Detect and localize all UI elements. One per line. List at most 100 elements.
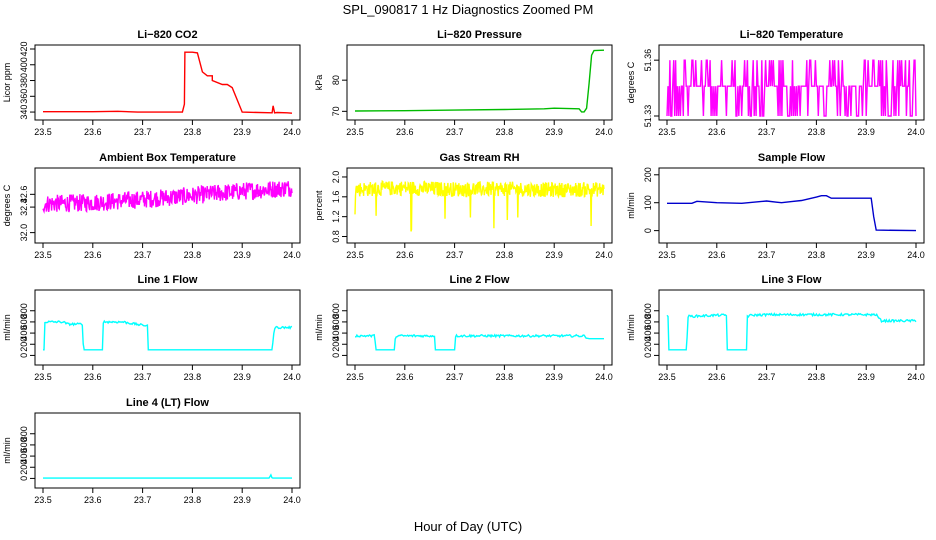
x-tick-label: 23.8	[808, 127, 826, 137]
y-tick-label: 380	[19, 73, 29, 88]
y-tick-label: 200	[643, 337, 653, 352]
y-tick-label: 420	[19, 41, 29, 56]
x-tick-label: 23.7	[134, 127, 152, 137]
y-axis-label: degrees C	[626, 61, 636, 103]
series-line	[667, 195, 917, 232]
chart-panel: Gas Stream RH 23.5 23.6 23.7 23.8 23.9 24.0 0.8…	[314, 152, 613, 260]
series-line	[43, 51, 293, 114]
y-tick-label: 200	[331, 337, 341, 352]
x-tick-label: 23.9	[545, 372, 563, 382]
y-tick-label: 80	[331, 75, 341, 85]
y-axis-label: ml/min	[626, 192, 636, 219]
figure-title: SPL_090817 1 Hz Diagnostics Zoomed PM	[343, 2, 594, 17]
x-tick-label: 23.5	[658, 127, 676, 137]
y-tick-label: 51.33	[643, 105, 653, 128]
x-tick-label: 23.7	[134, 495, 152, 505]
series-line	[354, 180, 605, 232]
panel-title: Line 1 Flow	[138, 274, 198, 286]
y-tick-label: 400	[19, 326, 29, 341]
y-tick-label: 800	[643, 303, 653, 318]
x-tick-label: 23.5	[346, 127, 364, 137]
y-axis-label: degrees C	[2, 184, 12, 226]
plot-frame	[346, 289, 613, 366]
plot-frame	[34, 289, 301, 366]
x-tick-label: 23.9	[233, 372, 251, 382]
figure-x-label: Hour of Day (UTC)	[414, 519, 522, 534]
series-line	[43, 319, 293, 351]
y-tick-label: 400	[19, 449, 29, 464]
panel-title: Li−820 CO2	[137, 29, 197, 41]
chart-panel: Sample Flow 23.5 23.6 23.7 23.8 23.9 24.0 0 100 2…	[626, 152, 925, 260]
x-tick-label: 23.9	[233, 127, 251, 137]
y-axis-label: kPa	[314, 75, 324, 91]
x-tick-label: 23.8	[808, 250, 826, 260]
x-tick-label: 23.7	[446, 250, 464, 260]
plot-frame	[34, 167, 301, 244]
x-tick-label: 24.0	[283, 495, 301, 505]
panel-title: Li−820 Temperature	[740, 29, 843, 41]
panel-title: Line 4 (LT) Flow	[126, 397, 209, 409]
x-tick-label: 23.5	[346, 372, 364, 382]
y-tick-label: 0	[19, 476, 29, 481]
plot-frame	[346, 44, 613, 121]
x-tick-label: 23.8	[496, 127, 514, 137]
x-tick-label: 23.5	[34, 495, 52, 505]
x-tick-label: 23.7	[758, 250, 776, 260]
y-tick-label: 600	[643, 314, 653, 329]
panel-title: Line 2 Flow	[450, 274, 510, 286]
y-tick-label: 32.0	[19, 224, 29, 242]
x-tick-label: 23.5	[34, 250, 52, 260]
x-tick-label: 23.9	[857, 127, 875, 137]
y-tick-label: 32.6	[19, 186, 29, 204]
x-tick-label: 23.6	[396, 250, 414, 260]
x-tick-label: 24.0	[907, 372, 925, 382]
plot-frame	[658, 44, 925, 121]
x-tick-label: 24.0	[907, 250, 925, 260]
x-tick-label: 23.7	[134, 250, 152, 260]
x-tick-label: 24.0	[595, 250, 613, 260]
x-tick-label: 24.0	[595, 127, 613, 137]
x-tick-label: 23.8	[184, 372, 202, 382]
y-tick-label: 200	[643, 167, 653, 182]
panel-title: Line 3 Flow	[762, 274, 822, 286]
plot-frame	[34, 412, 301, 489]
series-line	[42, 181, 293, 214]
chart-panel: Li−820 CO2 23.5 23.6 23.7 23.8 23.9 24.0 340360…	[2, 29, 301, 137]
x-tick-label: 23.7	[134, 372, 152, 382]
y-axis-label: ml/min	[314, 314, 324, 341]
x-tick-label: 23.9	[857, 372, 875, 382]
chart-panel: Ambient Box Temperature 23.5 23.6 23.7 23.8 2…	[2, 152, 301, 260]
x-tick-label: 23.7	[446, 127, 464, 137]
y-tick-label: 800	[19, 426, 29, 441]
panel-title: Sample Flow	[758, 152, 826, 164]
x-tick-label: 23.8	[808, 372, 826, 382]
x-tick-label: 23.9	[233, 250, 251, 260]
y-tick-label: 600	[331, 314, 341, 329]
y-tick-label: 400	[19, 57, 29, 72]
x-tick-label: 23.5	[658, 372, 676, 382]
series-line	[43, 473, 292, 479]
y-axis-label: Licor ppm	[2, 63, 12, 103]
y-tick-label: 0	[331, 353, 341, 358]
y-tick-label: 200	[19, 460, 29, 475]
y-tick-label: 200	[19, 337, 29, 352]
plot-frame	[658, 167, 925, 244]
y-tick-label: 1.2	[331, 210, 341, 223]
x-tick-label: 23.7	[758, 372, 776, 382]
series-line	[355, 333, 604, 351]
y-axis-label: ml/min	[2, 437, 12, 464]
panel-title: Ambient Box Temperature	[99, 152, 236, 164]
x-tick-label: 23.6	[708, 372, 726, 382]
series-line	[666, 311, 917, 351]
panel-title: Li−820 Pressure	[437, 29, 522, 41]
y-axis-label: ml/min	[2, 314, 12, 341]
y-tick-label: 0	[643, 228, 653, 233]
plot-frame	[346, 167, 613, 244]
y-axis-label: ml/min	[626, 314, 636, 341]
y-tick-label: 2.0	[331, 171, 341, 184]
y-tick-label: 51.36	[643, 49, 653, 72]
x-tick-label: 23.6	[84, 127, 102, 137]
x-tick-label: 23.8	[184, 495, 202, 505]
y-tick-label: 600	[19, 437, 29, 452]
y-tick-label: 100	[643, 195, 653, 210]
